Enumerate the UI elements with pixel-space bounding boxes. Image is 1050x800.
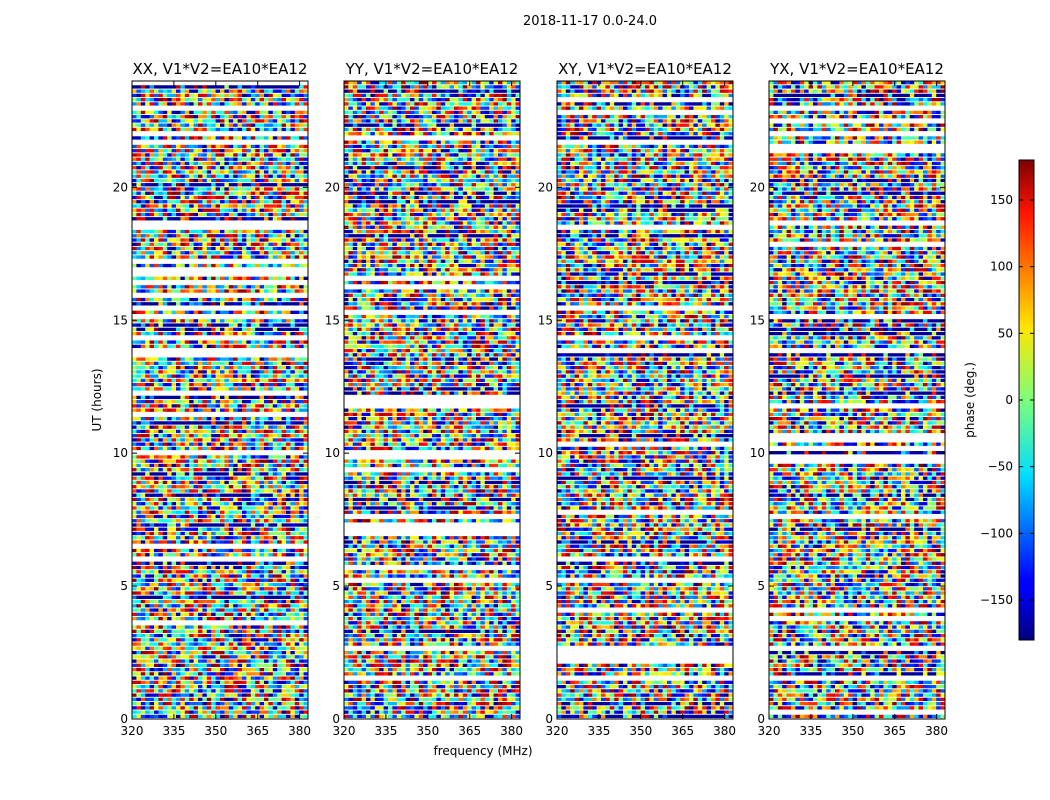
y-tick-label: 5 <box>120 579 128 593</box>
y-tick-label: 5 <box>757 579 765 593</box>
y-tick-label: 15 <box>538 313 553 327</box>
colorbar-tick-label: −50 <box>988 460 1013 474</box>
y-tick-label: 10 <box>538 446 553 460</box>
y-tick-label: 20 <box>750 180 765 194</box>
x-tick-label: 320 <box>121 724 144 738</box>
x-tick-label: 365 <box>246 724 269 738</box>
x-tick-label: 350 <box>416 724 439 738</box>
x-tick-label: 380 <box>288 724 311 738</box>
x-tick-label: 380 <box>713 724 736 738</box>
panel-title: YX, V1*V2=EA10*EA12 <box>769 60 944 78</box>
phase-texture <box>557 81 733 718</box>
colorbar-tick-label: 50 <box>998 326 1013 340</box>
x-tick-label: 335 <box>374 724 397 738</box>
y-tick-label: 15 <box>325 313 340 327</box>
x-tick-label: 350 <box>629 724 652 738</box>
y-tick-label: 0 <box>332 712 340 726</box>
y-tick-label: 5 <box>332 579 340 593</box>
y-tick-label: 0 <box>545 712 553 726</box>
x-tick-label: 365 <box>883 724 906 738</box>
y-tick-label: 5 <box>545 579 553 593</box>
x-tick-label: 350 <box>841 724 864 738</box>
y-tick-label: 10 <box>325 446 340 460</box>
panel-2: XY, V1*V2=EA10*EA12 320 335 350 365 380 0 5 10 15… <box>538 60 736 738</box>
x-tick-label: 320 <box>333 724 356 738</box>
y-tick-label: 20 <box>113 180 128 194</box>
panel-title: YY, V1*V2=EA10*EA12 <box>345 60 519 78</box>
x-tick-label: 320 <box>546 724 569 738</box>
x-tick-label: 365 <box>671 724 694 738</box>
x-tick-label: 335 <box>587 724 610 738</box>
panel-3: YX, V1*V2=EA10*EA12 320 335 350 365 380 0 5 10 15… <box>750 60 948 738</box>
y-tick-label: 0 <box>120 712 128 726</box>
colorbar: −150 −100 −50 0 50 100 150 <box>980 160 1034 640</box>
x-tick-label: 350 <box>204 724 227 738</box>
colorbar-tick-label: −100 <box>980 526 1013 540</box>
x-tick-label: 335 <box>162 724 185 738</box>
y-tick-label: 15 <box>750 313 765 327</box>
panel-title: XX, V1*V2=EA10*EA12 <box>133 60 308 78</box>
y-tick-label: 0 <box>757 712 765 726</box>
x-tick-label: 365 <box>458 724 481 738</box>
colorbar-tick-label: 150 <box>990 193 1013 207</box>
x-tick-label: 320 <box>758 724 781 738</box>
x-tick-label: 380 <box>500 724 523 738</box>
panel-title: XY, V1*V2=EA10*EA12 <box>558 60 732 78</box>
y-tick-label: 10 <box>113 446 128 460</box>
phase-texture <box>132 85 308 718</box>
y-axis-label: UT (hours) <box>90 368 104 431</box>
panel-0: XX, V1*V2=EA10*EA12 320 335 350 365 380 0 5 10 15… <box>113 60 311 738</box>
colorbar-label: phase (deg.) <box>963 362 977 438</box>
y-tick-label: 10 <box>750 446 765 460</box>
y-tick-label: 20 <box>325 180 340 194</box>
phase-texture <box>344 81 520 718</box>
colorbar-tick-label: 0 <box>1005 393 1013 407</box>
y-tick-label: 15 <box>113 313 128 327</box>
panel-1: YY, V1*V2=EA10*EA12 320 335 350 365 380 0 5 10 15… <box>325 60 523 738</box>
x-axis-label: frequency (MHz) <box>433 744 532 758</box>
phase-texture <box>769 81 945 718</box>
x-tick-label: 380 <box>925 724 948 738</box>
y-tick-label: 20 <box>538 180 553 194</box>
colorbar-tick-label: −150 <box>980 593 1013 607</box>
x-tick-label: 335 <box>799 724 822 738</box>
colorbar-tick-label: 100 <box>990 260 1013 274</box>
